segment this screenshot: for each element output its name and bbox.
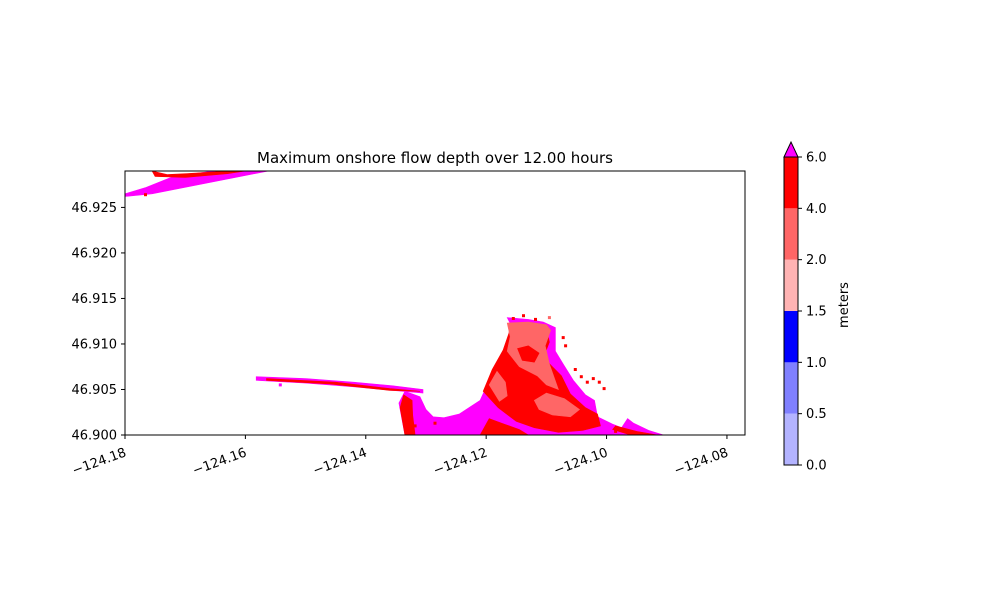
colorbar-tick-label: 2.0 xyxy=(806,253,827,268)
x-tick-label: −124.12 xyxy=(431,445,489,478)
y-tick-label: 46.925 xyxy=(72,201,118,216)
depth-speck xyxy=(534,317,537,321)
depth-region-east-coast-strip xyxy=(612,425,658,435)
x-tick-label: −124.16 xyxy=(191,445,249,478)
depth-region-south-jetty-crest xyxy=(266,378,421,392)
y-tick-label: 46.920 xyxy=(72,246,118,261)
depth-speck xyxy=(547,316,551,320)
depth-region-headland-2to4-west xyxy=(488,370,508,402)
depth-region-north-spit-crest xyxy=(151,171,248,178)
depth-region-headland-lower-patches xyxy=(479,418,529,435)
depth-speck xyxy=(522,314,525,318)
colorbar: 0.0 0.5 1.0 1.5 2.0 4.0 6.0 xyxy=(783,140,827,474)
depth-speck xyxy=(585,380,589,384)
x-tick-label: −124.18 xyxy=(70,445,128,478)
x-axis: −124.18 −124.16 −124.14 −124.12 −124.10 −124.… xyxy=(70,435,730,479)
chart-title: Maximum onshore flow depth over 12.00 ho… xyxy=(257,149,613,167)
colorbar-tick-label: 1.5 xyxy=(806,305,827,320)
y-axis: 46.900 46.905 46.910 46.915 46.920 46.925 xyxy=(72,201,125,444)
depth-speck xyxy=(561,336,565,340)
colorbar-band xyxy=(784,362,798,414)
depth-speck xyxy=(413,424,417,428)
depth-speck xyxy=(614,429,618,433)
colorbar-tick-label: 1.0 xyxy=(806,356,827,371)
depth-speck xyxy=(564,344,568,348)
depth-speck xyxy=(573,368,577,371)
y-tick-label: 46.915 xyxy=(72,292,118,307)
plot-area xyxy=(125,171,664,435)
colorbar-tick-label: 6.0 xyxy=(806,151,827,166)
depth-speck xyxy=(553,425,557,429)
colorbar-band xyxy=(784,311,798,363)
depth-speck xyxy=(511,317,515,320)
colorbar-band xyxy=(784,259,798,311)
colorbar-extend-arrow xyxy=(783,140,799,158)
depth-speck xyxy=(579,375,583,379)
colorbar-band xyxy=(784,208,798,260)
axes-frame xyxy=(124,170,746,436)
depth-speck xyxy=(144,193,147,197)
x-tick-label: −124.10 xyxy=(552,445,610,478)
depth-region-north-spit xyxy=(125,171,270,197)
y-tick-label: 46.910 xyxy=(72,337,118,352)
colorbar-band xyxy=(784,157,798,209)
depth-speck xyxy=(433,421,437,425)
colorbar-tick-label: 0.0 xyxy=(806,459,827,474)
colorbar-tick-label: 0.5 xyxy=(806,407,827,422)
depth-speck xyxy=(517,418,521,422)
y-tick-label: 46.900 xyxy=(72,429,118,444)
colorbar-label: meters xyxy=(837,282,852,328)
depth-speck xyxy=(278,383,282,387)
depth-region-west-crest-strip xyxy=(399,394,416,435)
colorbar-tick-label: 4.0 xyxy=(806,202,827,217)
depth-region-headland-2to4-south xyxy=(533,392,580,418)
depth-region-headland-4to6-center xyxy=(517,345,540,363)
y-tick-label: 46.905 xyxy=(72,383,118,398)
x-tick-label: −124.14 xyxy=(311,445,369,478)
x-tick-label: −124.08 xyxy=(672,445,730,478)
colorbar-band xyxy=(784,413,798,465)
depth-speck xyxy=(591,377,595,381)
depth-speck xyxy=(602,387,606,391)
depth-speck xyxy=(597,380,601,384)
